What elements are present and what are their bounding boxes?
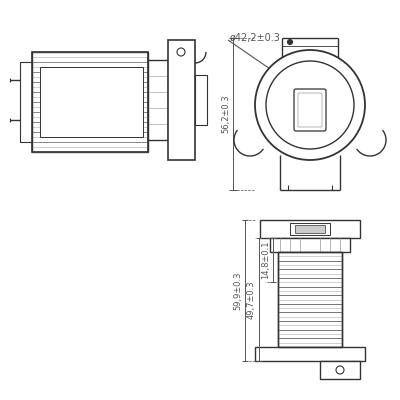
Bar xyxy=(168,40,195,160)
FancyBboxPatch shape xyxy=(294,89,326,131)
Text: 59,9±0.3: 59,9±0.3 xyxy=(233,271,242,310)
Text: 56,2±0.3: 56,2±0.3 xyxy=(221,95,230,133)
Bar xyxy=(195,75,207,125)
Circle shape xyxy=(336,366,344,374)
Bar xyxy=(20,62,32,142)
Bar xyxy=(255,347,365,361)
Text: 14,8±0.1: 14,8±0.1 xyxy=(261,241,270,279)
Text: ø42,2±0.3: ø42,2±0.3 xyxy=(230,33,281,43)
Bar xyxy=(278,252,342,347)
Bar xyxy=(32,52,148,152)
Bar xyxy=(260,220,360,238)
Bar xyxy=(40,67,143,137)
Bar xyxy=(148,60,168,140)
Polygon shape xyxy=(234,130,263,156)
Bar xyxy=(278,252,342,347)
Polygon shape xyxy=(357,130,386,156)
Bar xyxy=(295,225,325,233)
Bar xyxy=(32,52,148,152)
Bar xyxy=(290,223,330,235)
Circle shape xyxy=(288,40,292,44)
Bar xyxy=(320,361,360,379)
Text: 49,7±0.3: 49,7±0.3 xyxy=(247,280,256,319)
Circle shape xyxy=(255,50,365,160)
Bar xyxy=(270,238,350,252)
